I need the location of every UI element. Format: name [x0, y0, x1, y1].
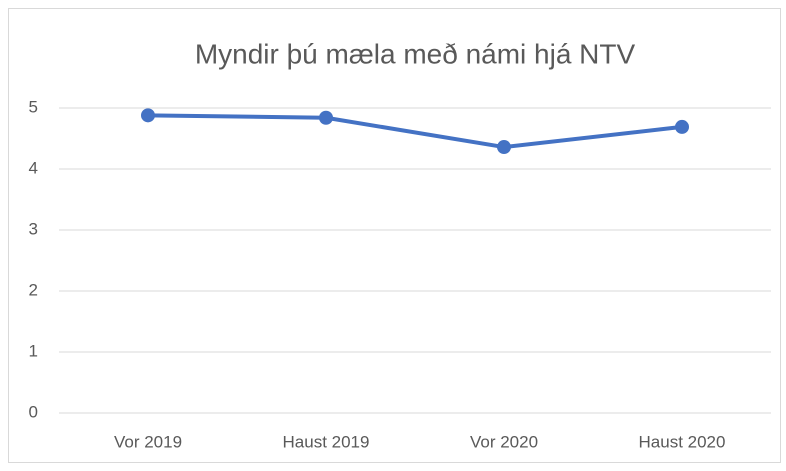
chart-title: Myndir þú mæla með námi hjá NTV: [195, 38, 636, 69]
y-tick-label: 2: [29, 280, 38, 299]
marker: [141, 108, 155, 123]
x-tick-label: Haust 2020: [639, 432, 726, 451]
y-tick-label: 3: [29, 219, 38, 238]
x-tick-label: Vor 2019: [114, 432, 182, 451]
marker: [319, 110, 333, 125]
y-tick-label: 1: [29, 341, 38, 360]
marker: [675, 119, 689, 134]
marker: [497, 140, 511, 155]
x-tick-label: Vor 2020: [470, 432, 538, 451]
x-tick-label: Haust 2019: [283, 432, 370, 451]
y-tick-label: 4: [29, 158, 38, 177]
chart-border: [8, 8, 781, 463]
y-tick-label: 0: [29, 402, 38, 421]
y-tick-label: 5: [29, 97, 38, 116]
line: [146, 113, 684, 150]
